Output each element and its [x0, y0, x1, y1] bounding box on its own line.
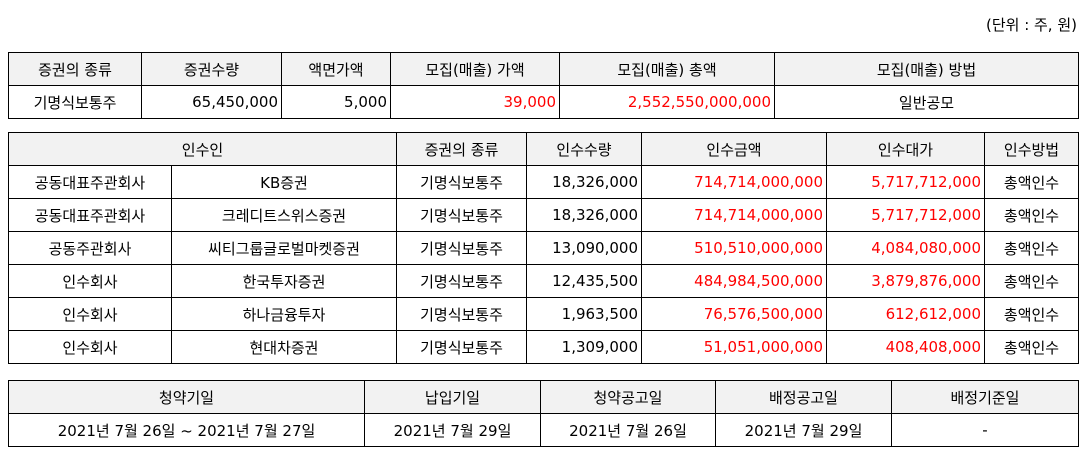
header-par-value: 액면가액	[281, 52, 391, 86]
subscription-date-value: 2021년 7월 26일 ~ 2021년 7월 27일	[8, 413, 365, 447]
underwriter-quantity: 12,435,500	[526, 264, 642, 298]
underwriter-security-type: 기명식보통주	[396, 297, 527, 331]
underwriter-security-type: 기명식보통주	[396, 231, 527, 265]
underwriter-method: 총액인수	[984, 165, 1079, 199]
underwriter-method: 총액인수	[984, 231, 1079, 265]
header-uw-fee: 인수대가	[826, 132, 985, 166]
underwriter-amount: 51,051,000,000	[641, 330, 827, 364]
header-allotment-notice-date: 배정공고일	[715, 380, 892, 414]
header-uw-security-type: 증권의 종류	[396, 132, 527, 166]
underwriter-method: 총액인수	[984, 264, 1079, 298]
schedule-data-row: 2021년 7월 26일 ~ 2021년 7월 27일 2021년 7월 29일…	[8, 413, 1079, 447]
securities-data-row: 기명식보통주 65,450,000 5,000 39,000 2,552,550…	[8, 85, 1079, 119]
underwriter-fee: 5,717,712,000	[826, 198, 985, 232]
allotment-base-date-value: -	[891, 413, 1079, 447]
header-uw-method: 인수방법	[984, 132, 1079, 166]
header-allotment-base-date: 배정기준일	[891, 380, 1079, 414]
underwriter-role: 공동대표주관회사	[8, 198, 172, 232]
underwriter-security-type: 기명식보통주	[396, 198, 527, 232]
header-payment-date: 납입기일	[364, 380, 541, 414]
securities-table: 증권의 종류 증권수량 액면가액 모집(매출) 가액 모집(매출) 총액 모집(…	[8, 52, 1079, 119]
unit-label: (단위 : 주, 원)	[985, 16, 1077, 34]
underwriter-row: 공동대표주관회사 KB증권 기명식보통주 18,326,000 714,714,…	[8, 165, 1079, 199]
underwriter-name: 씨티그룹글로벌마켓증권	[171, 231, 397, 265]
underwriter-fee: 408,408,000	[826, 330, 985, 364]
underwriter-amount: 484,984,500,000	[641, 264, 827, 298]
par-value-value: 5,000	[281, 85, 391, 119]
header-uw-amount: 인수금액	[641, 132, 827, 166]
underwriter-amount: 76,576,500,000	[641, 297, 827, 331]
offer-method-value: 일반공모	[774, 85, 1079, 119]
underwriter-role: 인수회사	[8, 330, 172, 364]
underwriter-amount: 714,714,000,000	[641, 165, 827, 199]
underwriter-row: 인수회사 하나금융투자 기명식보통주 1,963,500 76,576,500,…	[8, 297, 1079, 331]
underwriter-role: 인수회사	[8, 264, 172, 298]
header-offer-total: 모집(매출) 총액	[559, 52, 775, 86]
offer-total-value: 2,552,550,000,000	[559, 85, 775, 119]
underwriter-quantity: 18,326,000	[526, 198, 642, 232]
underwriter-quantity: 1,309,000	[526, 330, 642, 364]
securities-header-row: 증권의 종류 증권수량 액면가액 모집(매출) 가액 모집(매출) 총액 모집(…	[8, 52, 1079, 86]
underwriter-row: 인수회사 현대차증권 기명식보통주 1,309,000 51,051,000,0…	[8, 330, 1079, 364]
underwriter-security-type: 기명식보통주	[396, 165, 527, 199]
underwriter-fee: 5,717,712,000	[826, 165, 985, 199]
underwriter-role: 공동주관회사	[8, 231, 172, 265]
underwriter-fee: 3,879,876,000	[826, 264, 985, 298]
underwriter-security-type: 기명식보통주	[396, 330, 527, 364]
header-underwriter: 인수인	[8, 132, 397, 166]
underwriter-name: 하나금융투자	[171, 297, 397, 331]
underwriter-quantity: 18,326,000	[526, 165, 642, 199]
allotment-notice-date-value: 2021년 7월 29일	[715, 413, 892, 447]
header-subscription-date: 청약기일	[8, 380, 365, 414]
header-uw-quantity: 인수수량	[526, 132, 642, 166]
underwriters-table: 인수인 증권의 종류 인수수량 인수금액 인수대가 인수방법 공동대표주관회사 …	[8, 132, 1079, 364]
underwriter-method: 총액인수	[984, 297, 1079, 331]
header-security-quantity: 증권수량	[141, 52, 282, 86]
subscription-notice-date-value: 2021년 7월 26일	[540, 413, 716, 447]
header-security-type: 증권의 종류	[8, 52, 142, 86]
underwriter-method: 총액인수	[984, 198, 1079, 232]
security-type-value: 기명식보통주	[8, 85, 142, 119]
header-offer-price: 모집(매출) 가액	[390, 52, 560, 86]
underwriter-amount: 714,714,000,000	[641, 198, 827, 232]
security-quantity-value: 65,450,000	[141, 85, 282, 119]
underwriter-role: 인수회사	[8, 297, 172, 331]
underwriter-fee: 4,084,080,000	[826, 231, 985, 265]
underwriter-name: 한국투자증권	[171, 264, 397, 298]
underwriter-role: 공동대표주관회사	[8, 165, 172, 199]
underwriters-header-row: 인수인 증권의 종류 인수수량 인수금액 인수대가 인수방법	[8, 132, 1079, 166]
underwriter-name: 현대차증권	[171, 330, 397, 364]
underwriter-row: 공동주관회사 씨티그룹글로벌마켓증권 기명식보통주 13,090,000 510…	[8, 231, 1079, 265]
offer-price-value: 39,000	[390, 85, 560, 119]
underwriter-method: 총액인수	[984, 330, 1079, 364]
underwriter-row: 공동대표주관회사 크레디트스위스증권 기명식보통주 18,326,000 714…	[8, 198, 1079, 232]
underwriter-quantity: 1,963,500	[526, 297, 642, 331]
schedule-header-row: 청약기일 납입기일 청약공고일 배정공고일 배정기준일	[8, 380, 1079, 414]
payment-date-value: 2021년 7월 29일	[364, 413, 541, 447]
underwriter-amount: 510,510,000,000	[641, 231, 827, 265]
underwriter-name: 크레디트스위스증권	[171, 198, 397, 232]
underwriter-security-type: 기명식보통주	[396, 264, 527, 298]
underwriter-name: KB증권	[171, 165, 397, 199]
header-subscription-notice-date: 청약공고일	[540, 380, 716, 414]
underwriter-row: 인수회사 한국투자증권 기명식보통주 12,435,500 484,984,50…	[8, 264, 1079, 298]
underwriter-quantity: 13,090,000	[526, 231, 642, 265]
underwriter-fee: 612,612,000	[826, 297, 985, 331]
schedule-table: 청약기일 납입기일 청약공고일 배정공고일 배정기준일 2021년 7월 26일…	[8, 380, 1079, 447]
header-offer-method: 모집(매출) 방법	[774, 52, 1079, 86]
